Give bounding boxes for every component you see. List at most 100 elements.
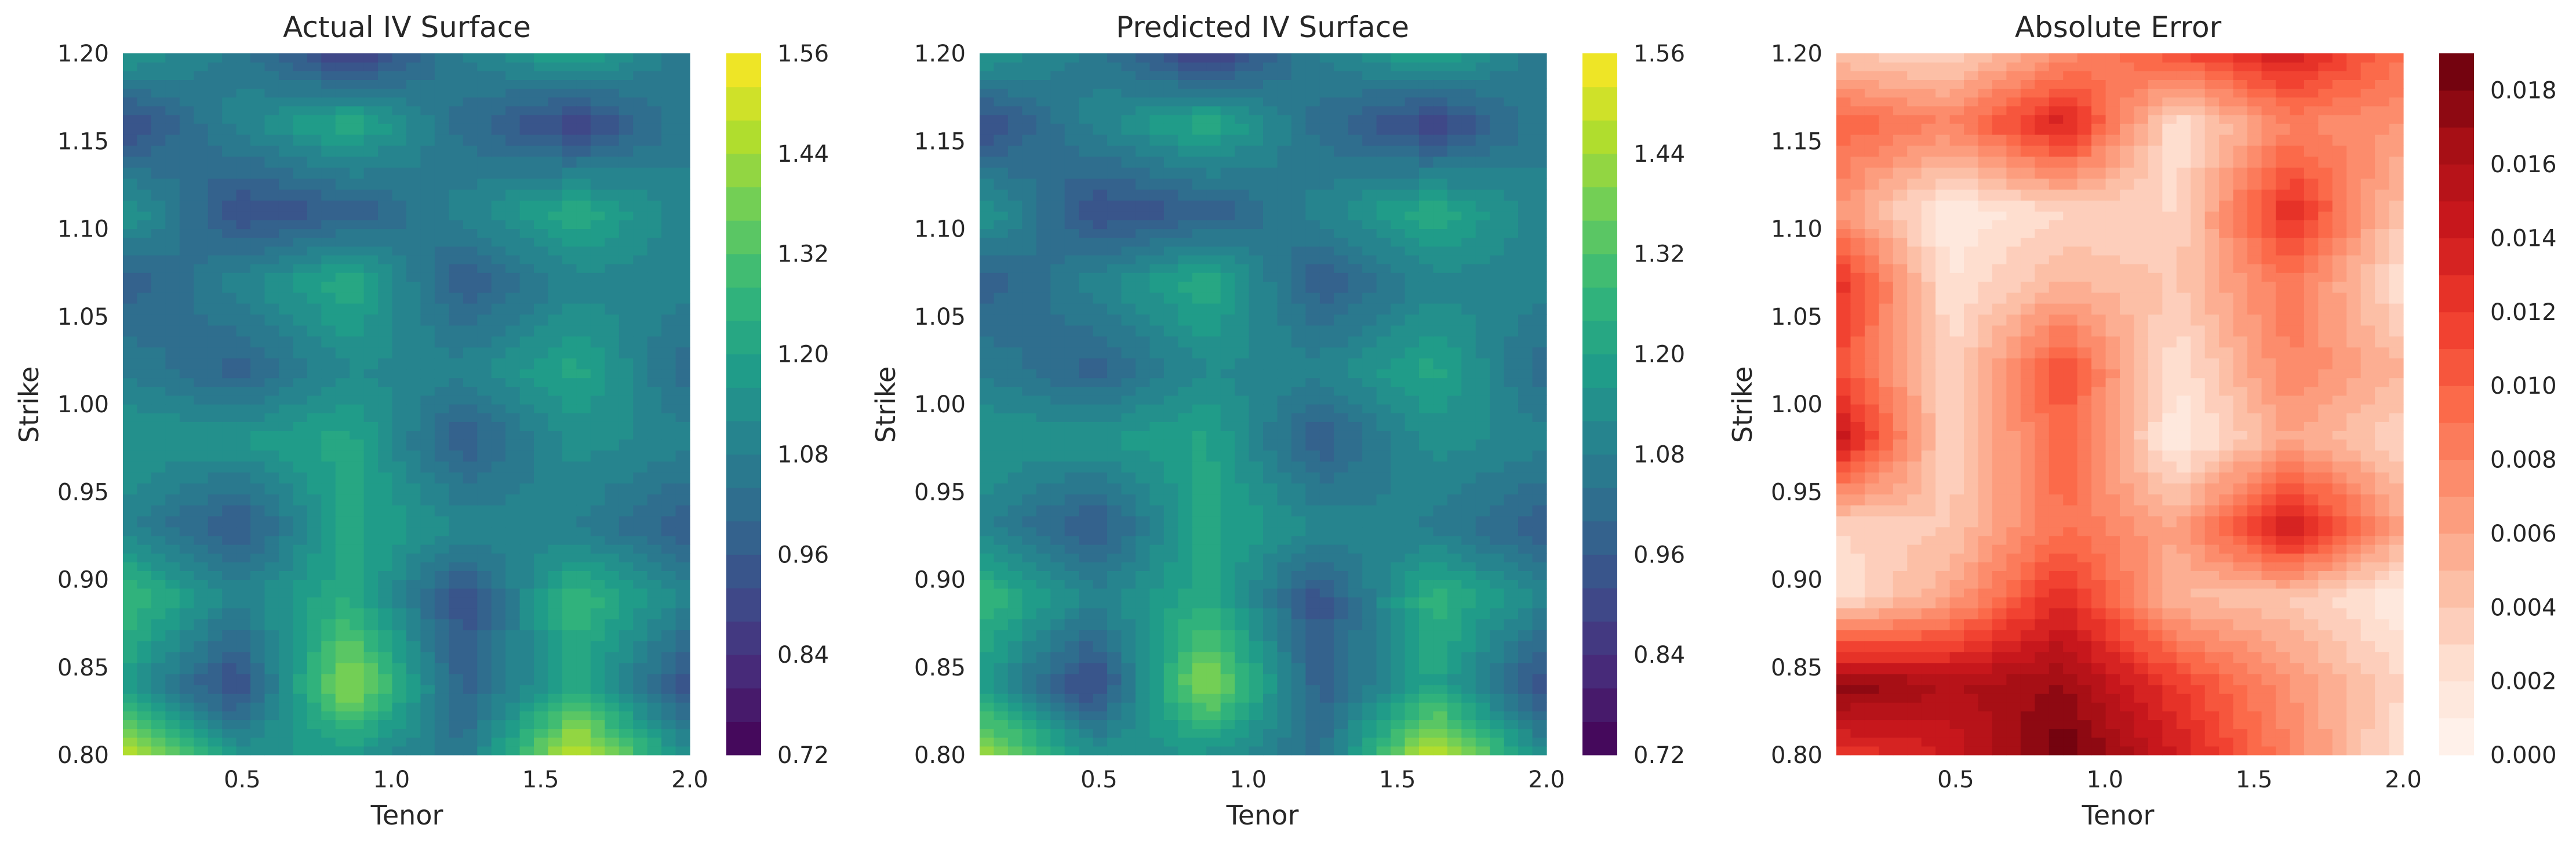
contour-cell (1391, 579, 1406, 589)
contour-cell (1050, 246, 1065, 256)
contour-cell (137, 685, 152, 694)
contour-cell (335, 608, 350, 620)
contour-cell (505, 728, 521, 738)
contour-cell (151, 597, 166, 609)
contour-cell (321, 450, 336, 462)
contour-cell (264, 62, 279, 71)
contour-cell (1163, 693, 1178, 703)
contour-cell (1319, 728, 1334, 738)
contour-cell (1249, 303, 1264, 315)
contour-cell (363, 325, 379, 337)
contour-cell (350, 134, 365, 146)
contour-cell (208, 281, 223, 293)
contour-cell (406, 685, 421, 694)
contour-cell (1135, 562, 1150, 571)
contour-cell (1178, 273, 1193, 282)
contour-cell (980, 483, 995, 495)
contour-cell (165, 71, 180, 80)
contour-cell (1405, 619, 1420, 631)
contour-cell (1178, 377, 1193, 387)
contour-cell (208, 674, 223, 685)
contour-cell (1405, 336, 1420, 348)
contour-cell (562, 228, 577, 238)
contour-cell (1319, 674, 1334, 685)
contour-cell (1007, 515, 1023, 528)
contour-cell (463, 608, 478, 620)
contour-cell (335, 737, 350, 747)
contour-cell (363, 292, 379, 304)
contour-cell (151, 553, 166, 562)
contour-cell (1376, 702, 1391, 711)
contour-cell (491, 167, 506, 179)
contour-cell (980, 619, 995, 631)
contour-cell (1362, 720, 1377, 729)
contour-cell (321, 303, 336, 315)
contour-cell (1178, 685, 1193, 694)
colorbar-tick-label: 1.32 (777, 241, 829, 268)
contour-cell (675, 369, 690, 379)
contour-cell (236, 608, 251, 620)
contour-cell (1206, 579, 1221, 589)
contour-cell (1220, 422, 1235, 431)
contour-cell (1461, 728, 1476, 738)
contour-cell (1121, 562, 1136, 571)
contour-cell (661, 314, 676, 326)
contour-cell (1447, 281, 1462, 293)
contour-cell (590, 53, 605, 63)
contour-cell (1277, 663, 1292, 674)
contour-cell (321, 439, 336, 451)
contour-cell (1376, 413, 1391, 422)
contour-cell (1064, 483, 1079, 495)
contour-cell (519, 685, 534, 694)
contour-cell (1447, 579, 1462, 589)
contour-cell (1305, 562, 1320, 571)
contour-cell (434, 134, 449, 146)
contour-cell (434, 494, 449, 506)
colorbar-segment (726, 354, 761, 388)
contour-cell (534, 358, 549, 370)
contour-cell (1121, 711, 1136, 721)
contour-cell (519, 71, 534, 80)
contour-cell (534, 663, 549, 674)
contour-cell (165, 134, 180, 146)
contour-cell (151, 728, 166, 738)
contour-cell (151, 630, 166, 641)
contour-cell (123, 439, 138, 451)
contour-cell (1518, 663, 1533, 674)
contour-cell (1149, 369, 1165, 379)
contour-cell (1121, 483, 1136, 495)
contour-cell (562, 358, 577, 370)
contour-cell (1022, 630, 1037, 641)
contour-cell (633, 167, 648, 179)
contour-cell (321, 720, 336, 729)
contour-cell (675, 720, 690, 729)
contour-cell (519, 97, 534, 107)
contour-cell (1405, 395, 1420, 405)
colorbar-segment (726, 420, 761, 455)
contour-cell (576, 358, 591, 370)
contour-cell (1149, 358, 1165, 370)
contour-cell (1007, 395, 1023, 405)
contour-cell (1305, 386, 1320, 396)
contour-cell (1149, 246, 1165, 256)
contour-cell (1376, 553, 1391, 562)
contour-cell (1504, 693, 1519, 703)
contour-cell (307, 237, 322, 247)
contour-cell (1433, 395, 1448, 405)
contour-cell (1050, 579, 1065, 589)
contour-cell (293, 292, 308, 304)
contour-cell (1334, 281, 1349, 293)
contour-cell (278, 430, 293, 440)
contour-cell (123, 53, 138, 63)
contour-cell (463, 720, 478, 729)
contour-cell (1447, 314, 1462, 326)
contour-cell (661, 439, 676, 451)
contour-cell (1490, 358, 1505, 370)
contour-cell (179, 608, 194, 620)
contour-cell (661, 134, 676, 146)
contour-cell (1163, 386, 1178, 396)
contour-cell (675, 336, 690, 348)
contour-cell (576, 114, 591, 124)
contour-cell (1532, 472, 1547, 484)
contour-cell (1149, 663, 1165, 674)
